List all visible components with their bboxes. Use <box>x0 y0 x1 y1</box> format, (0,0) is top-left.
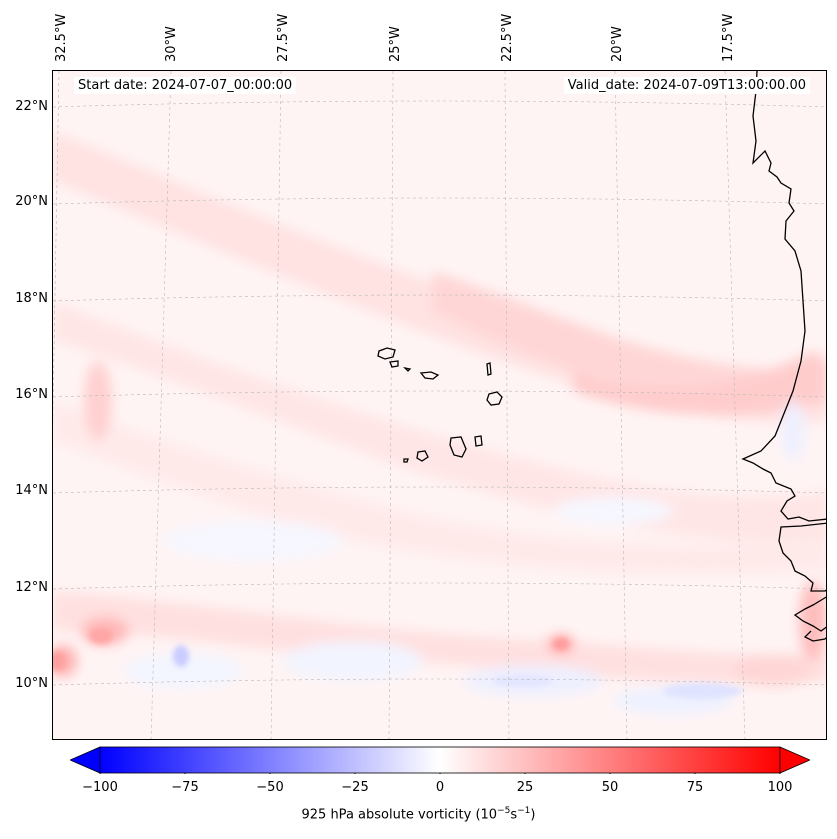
colorbar-tick-0: 0 <box>435 780 445 795</box>
lat-label-22n: 22°N <box>15 99 48 114</box>
lon-label-32.5w: 32.5°W <box>54 13 69 62</box>
lat-label-12n: 12°N <box>15 580 48 595</box>
cape-verde-islands <box>377 347 503 463</box>
colorbar-svg <box>68 746 812 777</box>
africa-coastline <box>741 71 826 642</box>
colorbar-tick-100: 100 <box>767 780 793 795</box>
map-canvas <box>53 71 826 739</box>
colorbar-max-extend <box>779 746 812 774</box>
colorbar-tick-neg50: −50 <box>256 780 284 795</box>
colorbar-tick-75: 75 <box>686 780 704 795</box>
colorbar-tick-neg100: −100 <box>82 780 118 795</box>
valid-date-label: Valid_date: 2024-07-09T13:00:00.00 <box>563 77 810 94</box>
lon-label-25w: 25°W <box>388 26 403 62</box>
lat-label-14n: 14°N <box>15 483 48 498</box>
gridlines <box>53 71 826 739</box>
lat-label-20n: 20°N <box>15 194 48 209</box>
lat-label-16n: 16°N <box>15 387 48 402</box>
lat-label-18n: 18°N <box>15 291 48 306</box>
lon-label-20w: 20°W <box>610 26 625 62</box>
lon-label-22.5w: 22.5°W <box>500 13 515 62</box>
colorbar-tick-neg25: −25 <box>341 780 369 795</box>
start-date-label: Start date: 2024-07-07_00:00:00 <box>74 77 297 94</box>
vorticity-map[interactable] <box>52 70 827 740</box>
colorbar-tick-25: 25 <box>516 780 534 795</box>
colorbar-min-extend <box>68 746 101 774</box>
colorbar <box>68 746 812 777</box>
colorbar-gradient <box>99 746 781 774</box>
lon-label-30w: 30°W <box>164 26 179 62</box>
colorbar-label: 925 hPa absolute vorticity (10−5s−1) <box>301 806 536 823</box>
lon-label-17.5w: 17.5°W <box>721 13 736 62</box>
lat-label-10n: 10°N <box>15 676 48 691</box>
vorticity-detail <box>53 628 743 699</box>
colorbar-tick-neg75: −75 <box>171 780 199 795</box>
lon-label-27.5w: 27.5°W <box>276 13 291 62</box>
vorticity-field <box>53 131 826 715</box>
colorbar-tick-50: 50 <box>601 780 619 795</box>
